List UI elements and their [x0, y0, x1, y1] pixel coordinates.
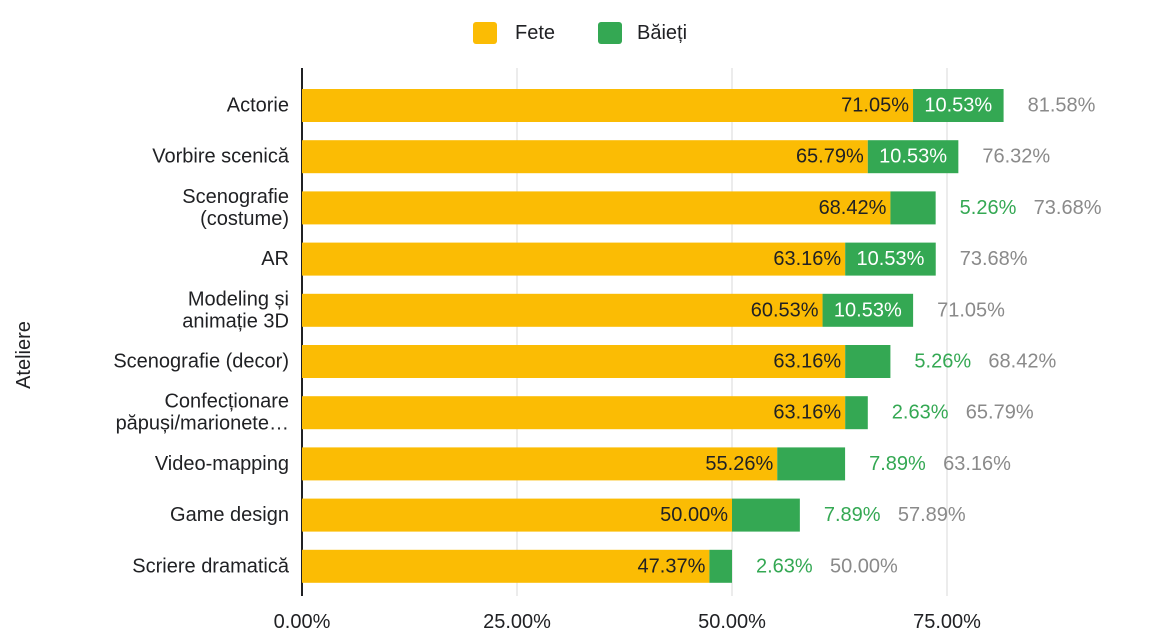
- category-label-2-line-0: Scenografie: [182, 186, 289, 208]
- data-label-fete-8: 50.00%: [660, 504, 728, 526]
- bar-fete-6: [302, 396, 846, 430]
- data-label-fete-7: 55.26%: [705, 453, 773, 475]
- total-label-6: 65.79%: [966, 402, 1034, 424]
- total-label-7: 63.16%: [943, 453, 1011, 475]
- bar-fete-0: [302, 89, 914, 122]
- bar-baieti-9: [709, 549, 732, 583]
- bar-fete-7: [302, 447, 778, 481]
- bar-baieti-3: [845, 242, 936, 276]
- bar-fete-5: [302, 345, 846, 378]
- bars: 71.05% 10.53% 81.58% 65.79% 10.53% 76.32% 68.4…: [302, 89, 1102, 583]
- legend-label-0: Fete: [515, 22, 555, 44]
- bar-baieti-6: [845, 396, 868, 430]
- bar-fete-1: [302, 140, 868, 174]
- bar-fete-9: [302, 549, 710, 583]
- category-label-4-line-0: Modeling și: [188, 288, 289, 310]
- data-label-baieti-0: 10.53%: [924, 95, 992, 117]
- category-label-2-line-1: (costume): [200, 208, 289, 230]
- x-tick-label-0: 0.00%: [274, 611, 331, 633]
- category-label-8: Game design: [170, 504, 289, 526]
- category-label-6-line-0: Confecționare: [164, 391, 289, 413]
- bar-baieti-4: [822, 293, 914, 327]
- data-label-fete-0: 71.05%: [841, 95, 909, 117]
- bar-baieti-7: [777, 447, 846, 481]
- total-label-8: 57.89%: [898, 504, 966, 526]
- category-label-9: Scriere dramatică: [132, 555, 290, 577]
- x-tick-label-3: 75.00%: [913, 611, 981, 633]
- total-label-1: 76.32%: [982, 146, 1050, 168]
- data-label-fete-3: 63.16%: [773, 248, 841, 270]
- data-label-baieti-1: 10.53%: [879, 146, 947, 168]
- data-label-baieti-8: 7.89%: [824, 504, 881, 526]
- chart-legend: Fete Băieți: [473, 22, 687, 44]
- bar-fete-2: [302, 191, 891, 225]
- legend-label-1: Băieți: [637, 22, 687, 44]
- category-labels: Actorie Vorbire scenică Scenografie(costum…: [113, 95, 290, 578]
- data-label-baieti-6: 2.63%: [892, 402, 949, 424]
- data-label-fete-1: 65.79%: [796, 146, 864, 168]
- y-axis-title: Ateliere: [13, 321, 35, 389]
- data-label-fete-9: 47.37%: [638, 555, 706, 577]
- total-label-0: 81.58%: [1028, 95, 1096, 117]
- total-label-2: 73.68%: [1034, 197, 1102, 219]
- data-label-fete-6: 63.16%: [773, 402, 841, 424]
- total-label-4: 71.05%: [937, 299, 1005, 321]
- category-label-1: Vorbire scenică: [152, 146, 290, 168]
- bar-baieti-5: [845, 345, 891, 378]
- data-label-baieti-7: 7.89%: [869, 453, 926, 475]
- data-label-baieti-4: 10.53%: [834, 299, 902, 321]
- category-label-5: Scenografie (decor): [113, 351, 289, 373]
- bar-baieti-1: [867, 140, 959, 174]
- x-tick-label-1: 25.00%: [483, 611, 551, 633]
- bar-fete-3: [302, 242, 846, 276]
- legend-swatch-1: [598, 22, 622, 44]
- bar-baieti-0: [913, 89, 1004, 122]
- category-label-4-line-1: animație 3D: [182, 310, 289, 332]
- total-label-5: 68.42%: [988, 351, 1056, 373]
- category-label-6-line-1: păpuși/marionete…: [116, 413, 289, 435]
- bar-fete-4: [302, 293, 823, 327]
- data-label-fete-2: 68.42%: [819, 197, 887, 219]
- total-label-3: 73.68%: [960, 248, 1028, 270]
- data-label-baieti-5: 5.26%: [914, 351, 971, 373]
- data-label-fete-5: 63.16%: [773, 351, 841, 373]
- x-axis-ticks: 0.00% 25.00% 50.00% 75.00%: [274, 611, 981, 633]
- bar-baieti-8: [732, 498, 800, 532]
- data-label-baieti-9: 2.63%: [756, 555, 813, 577]
- data-label-baieti-2: 5.26%: [960, 197, 1017, 219]
- bar-baieti-2: [890, 191, 936, 225]
- category-label-3: AR: [261, 248, 289, 270]
- bar-fete-8: [302, 498, 732, 532]
- data-label-baieti-3: 10.53%: [857, 248, 925, 270]
- data-label-fete-4: 60.53%: [751, 299, 819, 321]
- category-label-7: Video-mapping: [155, 453, 289, 475]
- category-label-0: Actorie: [227, 95, 289, 117]
- total-label-9: 50.00%: [830, 555, 898, 577]
- legend-swatch-0: [473, 22, 497, 44]
- x-tick-label-2: 50.00%: [698, 611, 766, 633]
